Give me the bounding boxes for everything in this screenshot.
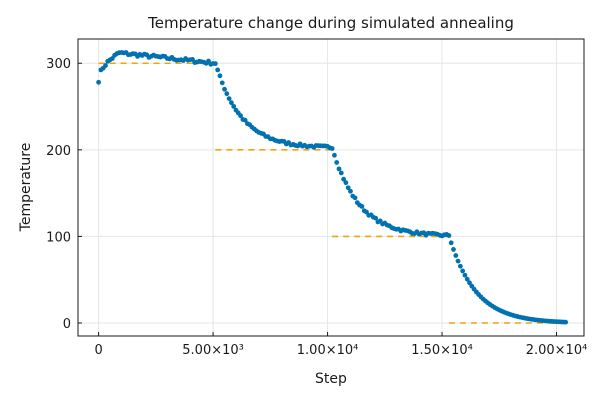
- data-point: [453, 253, 459, 258]
- y-tick-label: 0: [63, 317, 71, 332]
- data-point: [359, 204, 365, 209]
- data-point: [336, 166, 342, 172]
- setpoint-segments: [98, 62, 566, 324]
- data-point: [332, 152, 337, 158]
- data-point: [96, 79, 102, 85]
- data-point: [215, 67, 221, 73]
- data-point: [462, 272, 468, 278]
- data-point: [455, 258, 461, 264]
- grid-lines: [78, 39, 584, 336]
- data-point: [229, 100, 234, 106]
- data-point: [338, 170, 344, 176]
- data-point: [212, 61, 218, 67]
- data-point: [334, 160, 340, 165]
- data-point: [373, 215, 379, 221]
- axis-ticks: 0 5.00×10³ 1.00×10⁴ 1.50×10⁴ 2.00×10⁴ 0 100 200…: [46, 57, 587, 358]
- data-point: [231, 103, 237, 109]
- data-point: [217, 73, 223, 79]
- y-tick-label: 300: [46, 57, 71, 72]
- data-point: [348, 188, 353, 194]
- plot-frame: [77, 38, 585, 337]
- data-point: [464, 276, 470, 282]
- data-point: [224, 91, 230, 97]
- data-point: [563, 319, 569, 325]
- data-point: [341, 176, 346, 182]
- data-point: [238, 113, 243, 119]
- data-point: [242, 117, 248, 123]
- x-tick-label: 1.00×10⁴: [297, 343, 359, 358]
- data-point: [345, 185, 351, 191]
- y-tick-label: 200: [46, 144, 71, 159]
- data-point: [329, 146, 335, 151]
- data-point: [103, 63, 108, 68]
- y-axis-label: Temperature: [18, 143, 34, 233]
- temperature-points: [96, 50, 569, 325]
- data-point: [226, 96, 232, 102]
- data-point: [446, 233, 452, 238]
- data-point: [448, 240, 454, 246]
- x-tick-label: 2.00×10⁴: [526, 343, 588, 358]
- x-tick-label: 1.50×10⁴: [411, 343, 473, 358]
- x-tick-label: 0: [94, 343, 102, 358]
- data-point: [219, 80, 225, 86]
- data-point: [343, 180, 349, 186]
- x-tick-label: 5.00×10³: [182, 343, 244, 358]
- data-point: [352, 195, 358, 201]
- data-point: [222, 86, 227, 92]
- data-point: [451, 247, 456, 252]
- x-axis-label: Step: [315, 371, 347, 387]
- data-point: [457, 263, 463, 269]
- chart-title: Temperature change during simulated anne…: [147, 14, 514, 32]
- data-point: [460, 268, 466, 274]
- y-tick-label: 100: [46, 230, 71, 245]
